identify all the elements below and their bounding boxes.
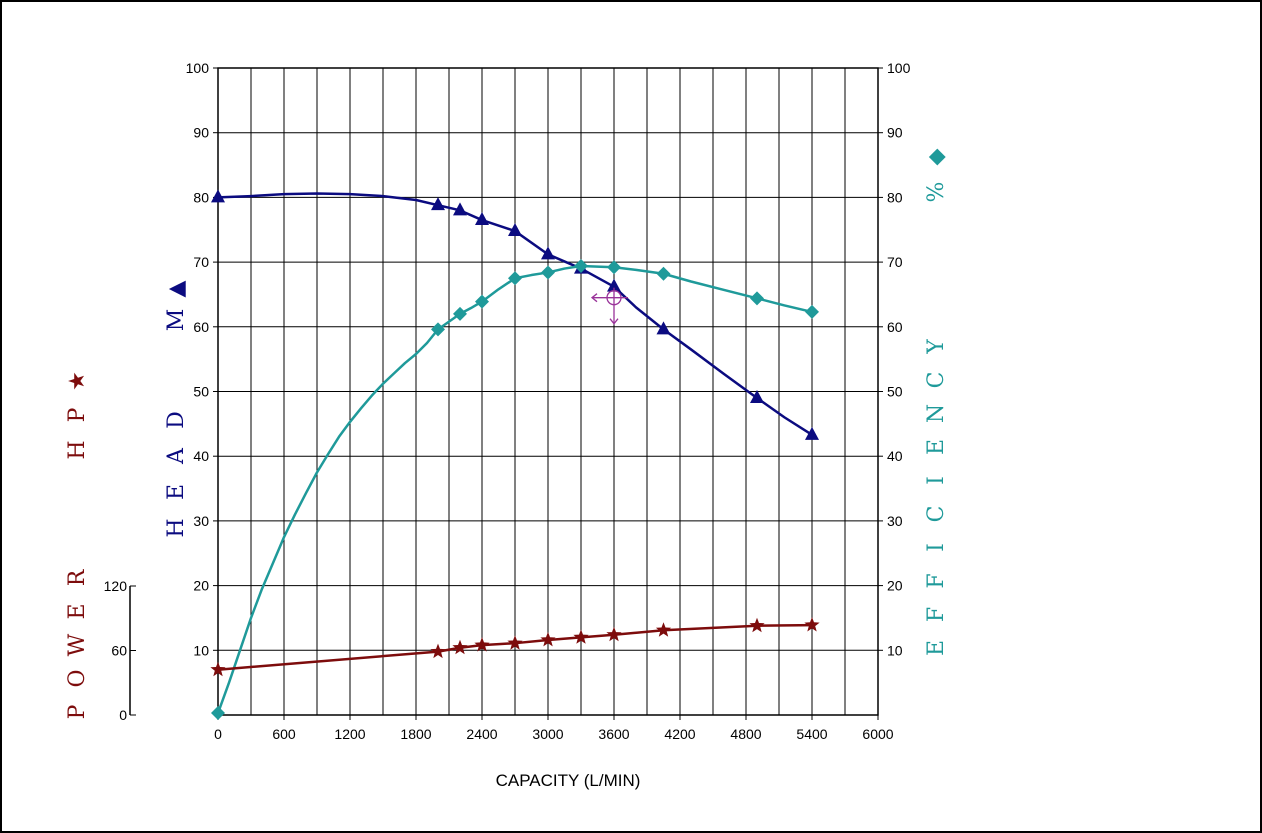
- y-right-tick-label: 100: [887, 60, 911, 76]
- efficiency-point: [431, 322, 445, 337]
- efficiency-point: [541, 265, 555, 280]
- y-left-tick-label: 40: [193, 448, 209, 464]
- x-tick-label: 2400: [466, 726, 497, 742]
- efficiency-point: [607, 260, 621, 275]
- power-label-letter: O: [65, 669, 90, 687]
- efficiency-label-letter: I: [924, 543, 949, 552]
- power-point: [573, 629, 589, 644]
- x-tick-label: 6000: [862, 726, 893, 742]
- efficiency-point: [508, 271, 522, 286]
- y-left-tick-label: 20: [193, 578, 209, 594]
- power-point: [606, 626, 622, 642]
- efficiency-label-letter: E: [924, 640, 949, 656]
- efficiency-label-unit: %: [924, 182, 949, 203]
- efficiency-point: [211, 706, 225, 721]
- y-left-tick-label: 90: [193, 125, 209, 141]
- x-tick-label: 1800: [400, 726, 431, 742]
- x-tick-label: 600: [272, 726, 296, 742]
- efficiency-point: [656, 266, 671, 281]
- duty-point-arrow-left: [590, 293, 598, 303]
- head-label-unit: M: [164, 309, 189, 332]
- y-left-tick-label: 70: [193, 254, 209, 270]
- head-point: [607, 278, 621, 292]
- y-right-tick-label: 10: [887, 642, 903, 658]
- head-label-letter: D: [164, 411, 189, 429]
- efficiency-point: [453, 306, 467, 321]
- y-left-tick-label: 50: [193, 384, 209, 400]
- y-right-tick-label: 90: [887, 125, 903, 141]
- power-label-letter: W: [65, 633, 90, 656]
- efficiency-label-letter: C: [924, 372, 949, 389]
- power-point: [655, 622, 672, 637]
- efficiency-label-letter: C: [924, 506, 949, 523]
- duty-point-arrow-down: [609, 318, 619, 325]
- power-unit-label-letter: H: [65, 440, 90, 459]
- head-label-letter: A: [164, 447, 189, 465]
- power-point: [749, 617, 765, 633]
- efficiency-curve: [216, 264, 813, 714]
- power-label-letter: E: [65, 603, 90, 619]
- x-tick-label: 5400: [796, 726, 827, 742]
- head-point: [508, 223, 522, 237]
- power-point: [452, 639, 468, 655]
- y-right-tick-label: 80: [887, 189, 903, 205]
- efficiency-legend-marker: ◆: [924, 148, 949, 165]
- power-axis-tick-label: 60: [111, 643, 127, 659]
- y-left-tick-label: 10: [193, 642, 209, 658]
- y-right-tick-label: 20: [887, 578, 903, 594]
- head-point: [453, 202, 467, 216]
- efficiency-label-letter: Y: [924, 339, 949, 355]
- x-tick-label: 4200: [664, 726, 695, 742]
- efficiency-point: [750, 291, 764, 306]
- head-point: [541, 246, 555, 260]
- power-point: [474, 637, 490, 652]
- efficiency-point: [475, 294, 489, 309]
- head-legend-marker: ▲: [164, 280, 189, 297]
- power-legend-marker: ★: [65, 371, 90, 391]
- x-tick-label: 1200: [334, 726, 365, 742]
- head-label-letter: H: [164, 518, 189, 537]
- efficiency-label-letter: E: [924, 439, 949, 455]
- efficiency-label-letter: N: [924, 404, 949, 423]
- power-point: [210, 661, 226, 677]
- x-tick-label: 3600: [598, 726, 629, 742]
- efficiency-label-letter: F: [924, 573, 949, 588]
- power-axis-tick-label: 0: [119, 707, 127, 723]
- x-axis-title: CAPACITY (L/MIN): [496, 771, 641, 790]
- y-right-tick-label: 30: [887, 513, 903, 529]
- y-right-tick-label: 70: [887, 254, 903, 270]
- x-tick-label: 4800: [730, 726, 761, 742]
- power-label-letter: R: [65, 568, 90, 586]
- x-tick-label: 3000: [532, 726, 563, 742]
- y-left-tick-label: 100: [186, 60, 210, 76]
- power-point: [507, 635, 523, 650]
- y-left-tick-label: 60: [193, 319, 209, 335]
- y-left-tick-label: 30: [193, 513, 209, 529]
- efficiency-point: [805, 304, 819, 319]
- power-unit-label-letter: P: [65, 407, 90, 422]
- efficiency-point: [574, 258, 588, 273]
- head-point: [805, 426, 819, 440]
- efficiency-label-letter: F: [924, 607, 949, 622]
- head-point: [431, 197, 445, 211]
- efficiency-label-letter: I: [924, 476, 949, 485]
- y-left-tick-label: 80: [193, 189, 209, 205]
- power-point: [540, 631, 556, 647]
- head-label-letter: E: [164, 484, 189, 500]
- y-right-tick-label: 60: [887, 319, 903, 335]
- y-right-tick-label: 40: [887, 448, 903, 464]
- x-tick-label: 0: [214, 726, 222, 742]
- head-point: [475, 212, 489, 226]
- head-point: [656, 321, 671, 335]
- power-label-letter: P: [65, 704, 90, 719]
- head-point: [211, 189, 225, 203]
- power-point: [804, 617, 820, 632]
- duty-point-marker: [590, 287, 628, 325]
- power-point: [430, 643, 446, 659]
- y-right-tick-label: 50: [887, 384, 903, 400]
- head-point: [750, 389, 764, 403]
- power-axis-tick-label: 120: [104, 578, 128, 594]
